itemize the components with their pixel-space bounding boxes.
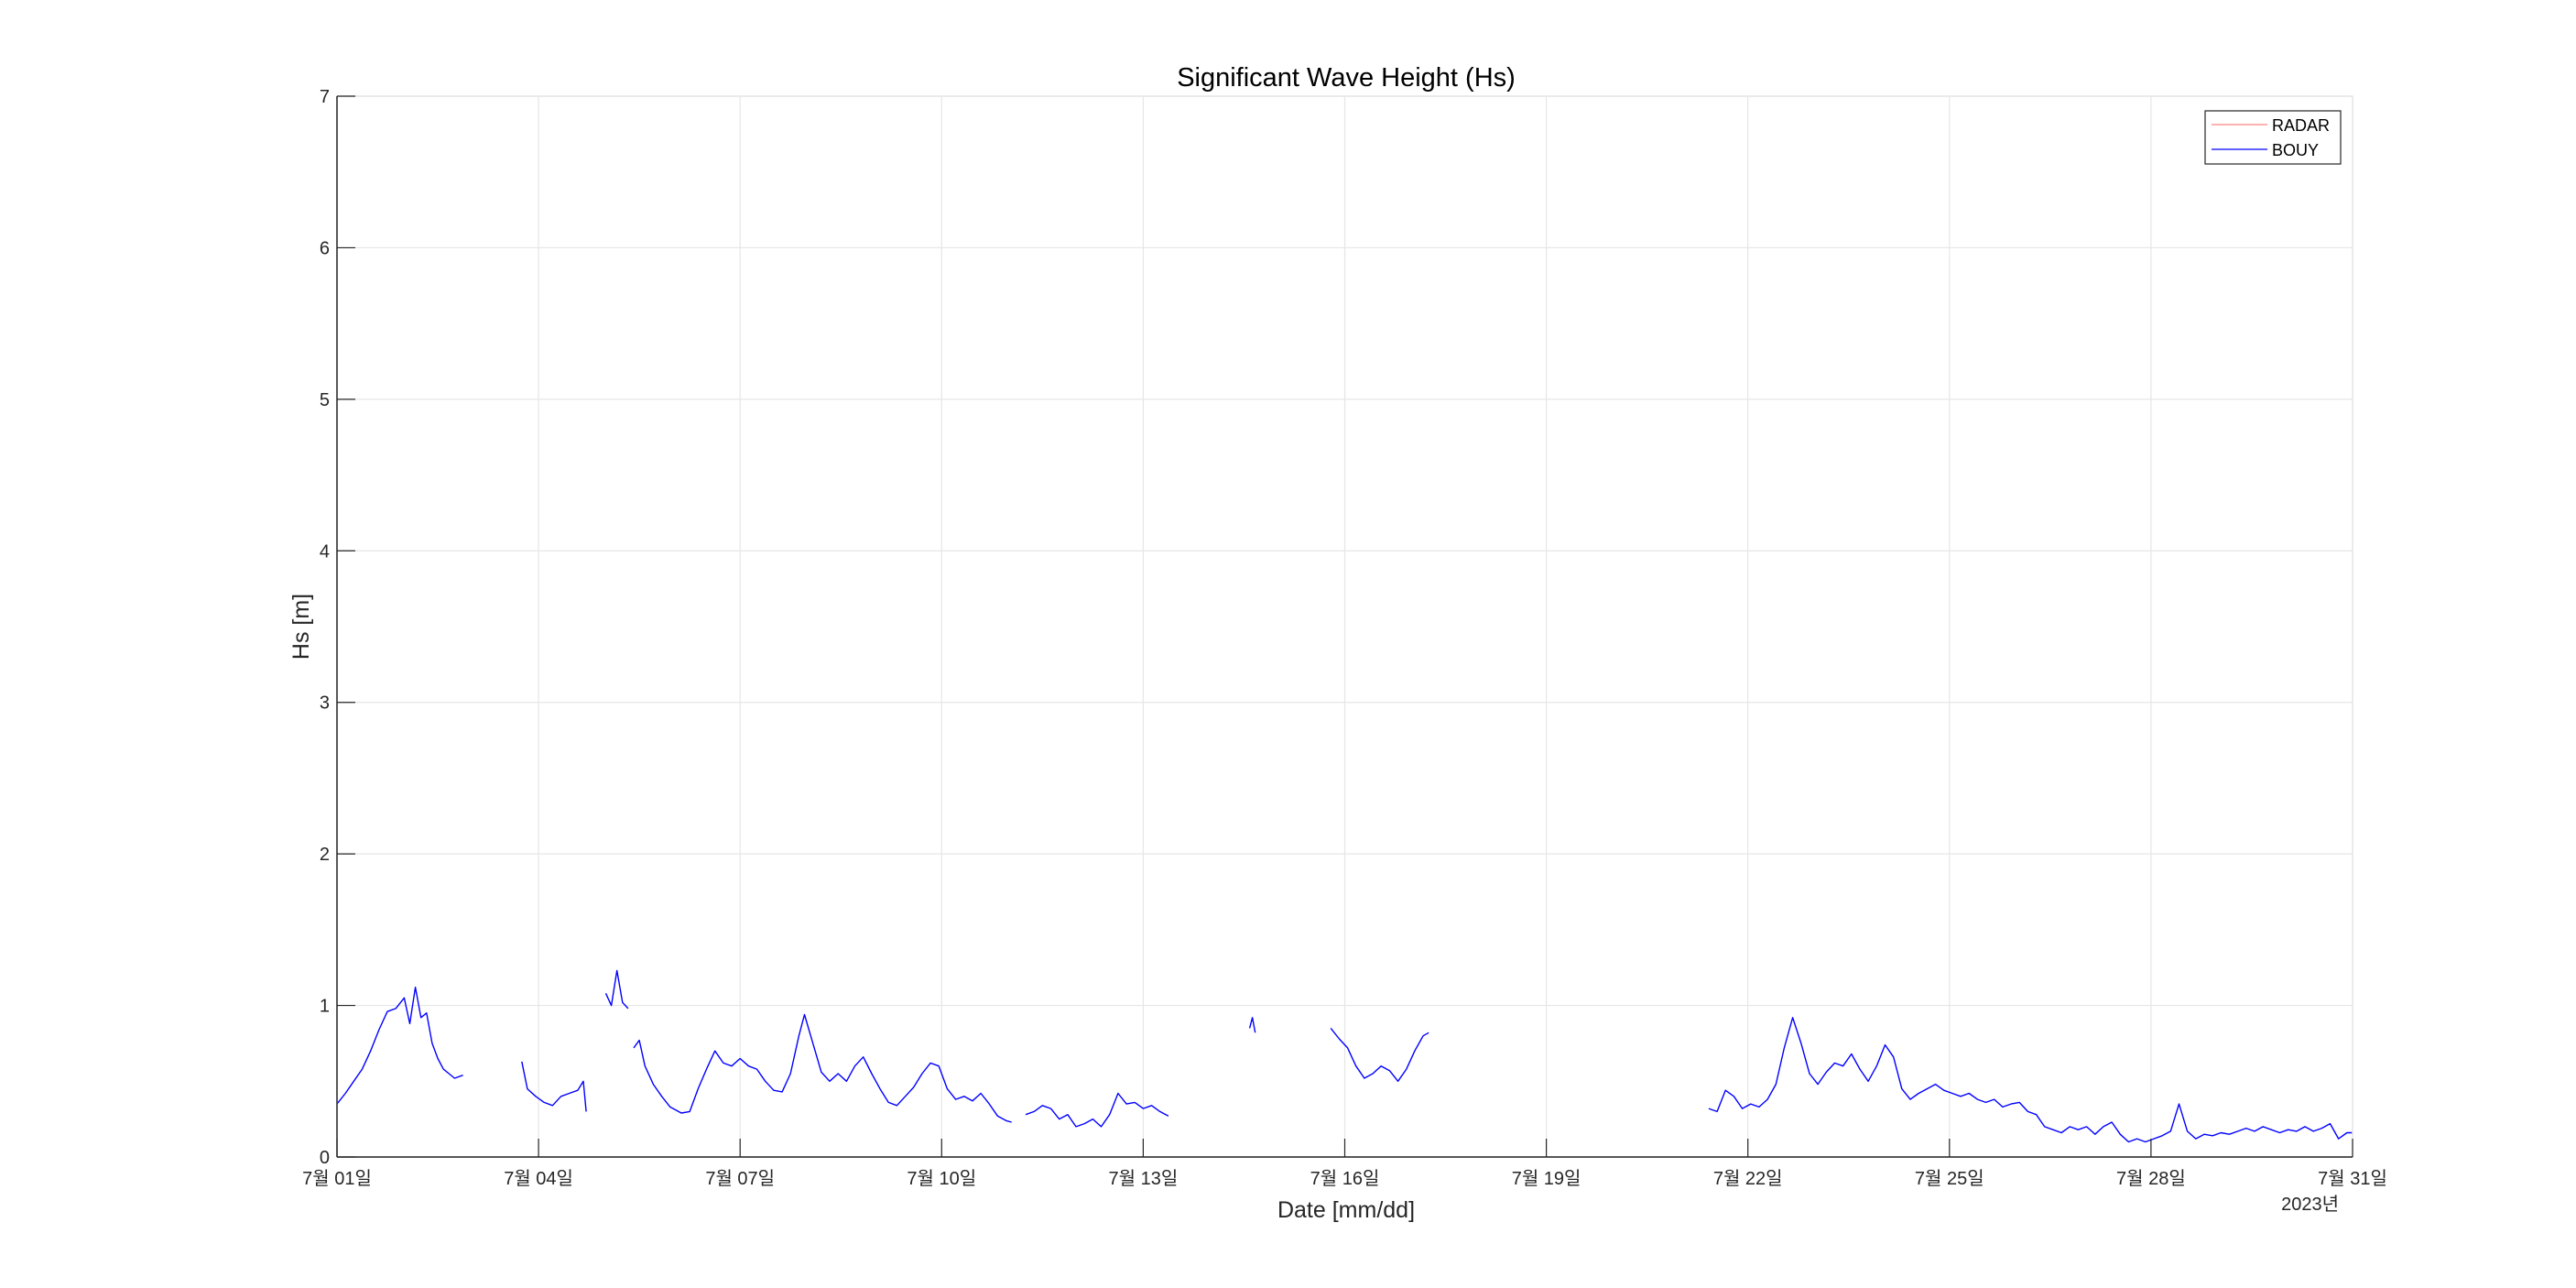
- series-line-bouy: [633, 1013, 1012, 1123]
- y-tick-label: 7: [320, 87, 330, 107]
- series-line-bouy: [1708, 1017, 2353, 1143]
- y-axis-ticks: 0 1 2 3 4 5 6 7: [320, 87, 355, 1168]
- y-tick-label: 6: [320, 238, 330, 258]
- y-tick-label: 4: [320, 541, 330, 562]
- series-line-bouy: [1025, 1092, 1169, 1128]
- x-tick-label: 7월 13일: [1109, 1168, 1179, 1189]
- x-tick-label: 7월 19일: [1512, 1168, 1581, 1189]
- series-line-bouy: [521, 1061, 587, 1112]
- series-line-bouy: [604, 969, 629, 1010]
- series-line-bouy: [336, 986, 463, 1105]
- legend: RADAR BOUY: [2204, 110, 2342, 165]
- x-tick-label: 7월 16일: [1310, 1168, 1380, 1189]
- y-axis-label: Hs [m]: [288, 594, 314, 660]
- x-tick-label: 7월 07일: [705, 1168, 775, 1189]
- x-tick-label: 7월 10일: [907, 1168, 976, 1189]
- legend-box: [2204, 110, 2342, 165]
- x-tick-label: 7월 04일: [504, 1168, 573, 1189]
- y-tick-label: 1: [320, 997, 330, 1017]
- x-tick-label: 7월 28일: [2116, 1168, 2186, 1189]
- x-axis-ticks: 7월 01일 7월 04일 7월 07일 7월 10일 7월 13일 7월 16일 7월 1…: [302, 1139, 2387, 1189]
- series-lines: [336, 969, 2353, 1143]
- y-tick-label: 2: [320, 845, 330, 865]
- series-line-bouy: [1248, 1017, 1256, 1033]
- x-axis-label: Date [mm/dd]: [1277, 1197, 1415, 1223]
- chart-title: Significant Wave Height (Hs): [1177, 63, 1516, 93]
- x-tick-label: 7월 25일: [1915, 1168, 1984, 1189]
- y-tick-label: 3: [320, 693, 330, 714]
- legend-label-radar: RADAR: [2272, 116, 2330, 135]
- y-tick-label: 0: [320, 1148, 330, 1168]
- x-tick-label: 7월 01일: [302, 1168, 372, 1189]
- y-tick-label: 5: [320, 390, 330, 410]
- year-label: 2023년: [2281, 1194, 2339, 1215]
- x-tick-label: 7월 22일: [1713, 1168, 1783, 1189]
- legend-label-bouy: BOUY: [2272, 141, 2319, 159]
- x-tick-label: 7월 31일: [2318, 1168, 2387, 1189]
- series-line-bouy: [1330, 1027, 1429, 1083]
